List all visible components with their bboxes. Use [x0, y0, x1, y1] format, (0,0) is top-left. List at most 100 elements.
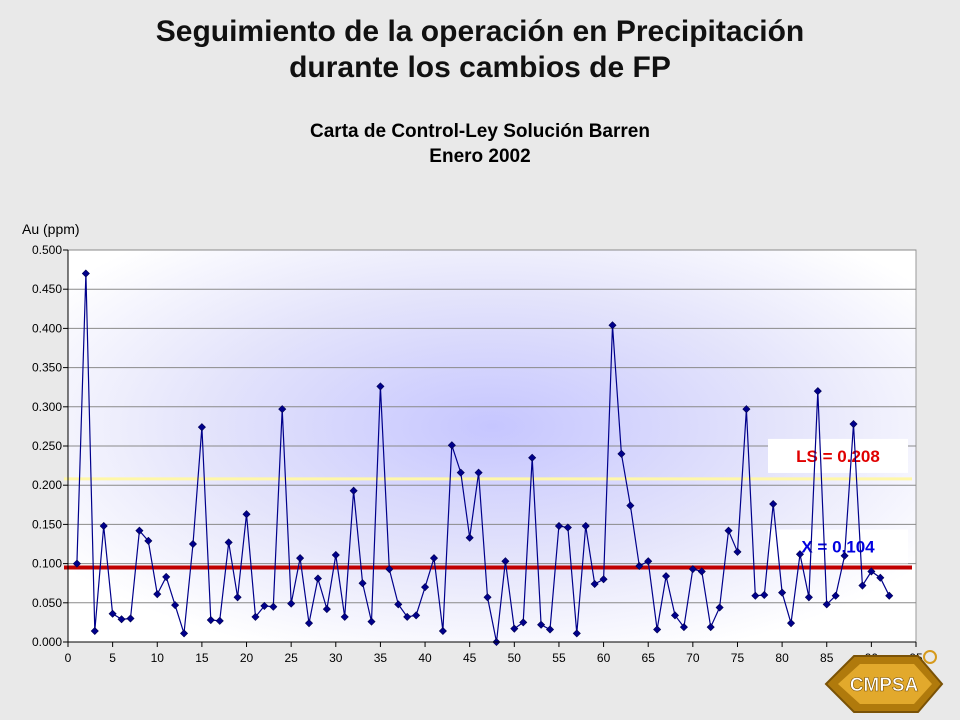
- data-point: [474, 468, 483, 477]
- y-tick-label: 0.000: [32, 635, 62, 649]
- data-point: [849, 420, 858, 429]
- data-point: [554, 521, 563, 530]
- data-point: [537, 620, 546, 629]
- data-point: [501, 557, 510, 566]
- data-point: [72, 559, 81, 568]
- data-point: [394, 600, 403, 609]
- data-point: [831, 591, 840, 600]
- data-point: [465, 533, 474, 542]
- upper-limit-label: LS = 0.208: [796, 447, 880, 466]
- control-lines: LS = 0.208 X = 0.104: [64, 438, 912, 570]
- data-point: [706, 623, 715, 632]
- data-point: [483, 593, 492, 602]
- data-point: [385, 565, 394, 574]
- x-tick-label: 60: [597, 651, 611, 665]
- data-point: [528, 453, 537, 462]
- x-tick-label: 35: [374, 651, 388, 665]
- data-point: [135, 526, 144, 535]
- data-point: [742, 405, 751, 414]
- upper-limit-label-box: [768, 438, 908, 473]
- data-point: [313, 574, 322, 583]
- data-point: [724, 526, 733, 535]
- data-point: [358, 579, 367, 588]
- chart-title-block: Carta de Control-Ley Solución Barren Ene…: [0, 119, 960, 169]
- data-point: [108, 609, 117, 618]
- data-point: [590, 579, 599, 589]
- y-tick-label: 0.250: [32, 439, 62, 453]
- data-point: [795, 550, 804, 559]
- data-point: [867, 567, 876, 576]
- cmpsa-logo: CMPSA: [824, 650, 944, 713]
- data-point: [876, 573, 885, 582]
- data-point: [456, 468, 465, 477]
- data-point: [126, 614, 135, 623]
- data-point: [251, 612, 260, 621]
- data-point: [822, 600, 831, 609]
- data-point: [840, 551, 849, 560]
- x-tick-label: 75: [731, 651, 745, 665]
- x-tick-label: 55: [552, 651, 566, 665]
- y-tick-label: 0.200: [32, 478, 62, 492]
- chart-subtitle: Enero 2002: [429, 146, 531, 167]
- slide-title: Seguimiento de la operación en Precipita…: [0, 14, 960, 86]
- mean-label: X = 0.104: [801, 538, 875, 557]
- data-point: [99, 521, 108, 530]
- data-point: [117, 615, 126, 624]
- data-point: [81, 269, 90, 278]
- y-tick-label: 0.100: [32, 557, 62, 571]
- slide-title-line-2: durante los cambios de FP: [289, 51, 671, 84]
- data-point: [206, 616, 215, 625]
- x-tick-label: 45: [463, 651, 477, 665]
- data-point: [813, 387, 822, 396]
- data-point: [171, 601, 180, 610]
- data-point: [644, 557, 653, 566]
- data-point: [162, 572, 171, 581]
- data-point: [438, 626, 447, 636]
- data-point: [885, 591, 894, 600]
- data-point: [545, 625, 555, 634]
- x-tick-label: 65: [642, 651, 656, 665]
- data-point: [340, 612, 349, 621]
- data-point: [688, 565, 697, 574]
- data-point: [858, 581, 867, 590]
- data-point: [144, 536, 153, 545]
- data-point: [697, 567, 706, 576]
- x-tick-label: 70: [686, 651, 700, 665]
- data-point: [510, 624, 519, 633]
- data-point: [804, 593, 813, 602]
- x-tick-label: 50: [508, 651, 522, 665]
- data-point: [412, 611, 421, 620]
- data-point: [180, 629, 189, 638]
- data-point: [197, 423, 206, 432]
- y-tick-label: 0.150: [32, 517, 62, 531]
- x-tick-label: 20: [240, 651, 254, 665]
- data-point: [367, 617, 376, 626]
- x-tick-label: 25: [284, 651, 298, 665]
- data-point: [242, 510, 251, 519]
- data-point: [153, 590, 162, 599]
- data-point: [447, 441, 456, 450]
- y-tick-label: 0.050: [32, 596, 62, 610]
- mean-label-box: [768, 529, 908, 564]
- data-point: [617, 449, 626, 458]
- data-point: [349, 486, 358, 495]
- data-point: [572, 629, 581, 638]
- y-tick-label: 0.350: [32, 361, 62, 375]
- data-point: [670, 611, 680, 620]
- data-point: [679, 623, 688, 632]
- y-tick-label: 0.500: [32, 243, 62, 257]
- logo-text: CMPSA: [850, 675, 919, 696]
- data-point: [778, 588, 787, 597]
- x-tick-label: 5: [109, 651, 116, 665]
- data-point: [188, 539, 197, 549]
- data-point: [715, 603, 724, 612]
- data-point: [563, 523, 572, 532]
- data-point: [653, 625, 662, 634]
- x-tick-label: 80: [775, 651, 789, 665]
- chart-title: Carta de Control-Ley Solución Barren: [310, 121, 650, 142]
- data-point: [296, 554, 305, 563]
- x-tick-label: 10: [151, 651, 165, 665]
- data-point: [751, 591, 760, 600]
- data-point: [376, 382, 385, 391]
